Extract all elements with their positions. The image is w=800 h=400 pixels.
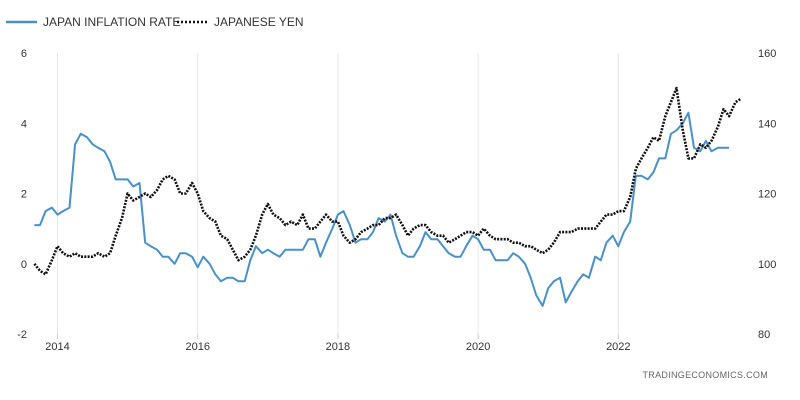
right-tick-label: 160 <box>758 48 776 60</box>
series-line-yen[interactable] <box>33 86 742 276</box>
x-tick-label: 2016 <box>185 341 209 353</box>
right-tick-label: 140 <box>758 118 776 130</box>
left-tick-label: 6 <box>21 48 27 60</box>
gridlines <box>57 53 619 334</box>
x-tick-label: 2014 <box>45 341 69 353</box>
left-axis: -2 0 2 4 6 <box>17 48 27 341</box>
right-tick-label: 100 <box>758 259 776 271</box>
right-axis: 80 100 120 140 160 <box>758 48 776 341</box>
x-tick-label: 2018 <box>326 341 350 353</box>
series-layer <box>33 86 742 307</box>
right-tick-label: 120 <box>758 189 776 201</box>
legend-label-yen: JAPANESE YEN <box>214 15 304 29</box>
source-credit: TRADINGECONOMICS.COM <box>642 370 768 380</box>
legend-label-inflation: JAPAN INFLATION RATE <box>43 15 180 29</box>
x-axis: 2014 2016 2018 2020 2022 <box>45 334 631 353</box>
left-tick-label: -2 <box>17 329 27 341</box>
legend: JAPAN INFLATION RATE JAPANESE YEN <box>6 15 304 29</box>
legend-item-inflation[interactable]: JAPAN INFLATION RATE <box>6 15 180 29</box>
series-line-inflation[interactable] <box>34 111 730 307</box>
x-tick-label: 2022 <box>606 341 630 353</box>
left-tick-label: 0 <box>21 259 27 271</box>
left-tick-label: 4 <box>21 118 27 130</box>
right-tick-label: 80 <box>758 329 770 341</box>
x-tick-label: 2020 <box>466 341 490 353</box>
left-tick-label: 2 <box>21 189 27 201</box>
legend-item-yen[interactable]: JAPANESE YEN <box>177 15 304 29</box>
